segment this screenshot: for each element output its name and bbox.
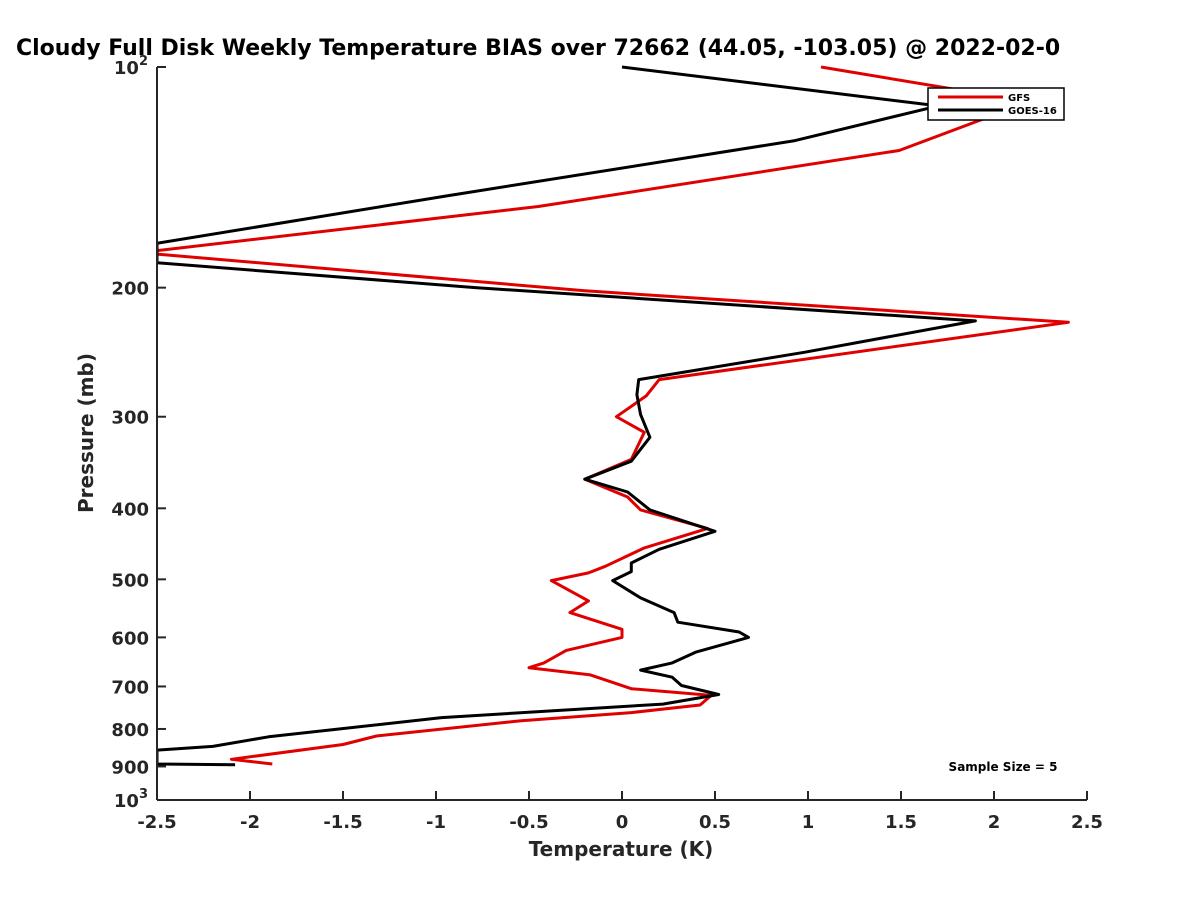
legend: GFS GOES-16	[927, 87, 1065, 121]
x-tick-label: -1.5	[323, 812, 362, 833]
y-tick-label: 600	[111, 628, 149, 649]
x-tick-label: 1.5	[885, 812, 917, 833]
y-tick-label: 102	[114, 54, 148, 79]
y-axis-label: Pressure (mb)	[74, 353, 98, 513]
legend-label-goes-16: GOES-16	[1008, 106, 1057, 117]
y-tick-label: 200	[111, 279, 149, 300]
x-tick-label: 2	[988, 812, 1001, 833]
x-tick-label: 2.5	[1071, 812, 1103, 833]
x-tick-label: -0.5	[509, 812, 548, 833]
legend-label-gfs: GFS	[1008, 93, 1030, 104]
x-tick-label: 0	[616, 812, 629, 833]
y-tick-label: 900	[111, 757, 149, 778]
chart-title: Cloudy Full Disk Weekly Temperature BIAS…	[16, 36, 1060, 61]
x-tick-label: 0.5	[699, 812, 731, 833]
y-tick-label: 103	[114, 787, 148, 812]
y-tick-label: 300	[111, 408, 149, 429]
x-tick-label: 1	[802, 812, 815, 833]
y-tick-label: 700	[111, 677, 149, 698]
x-tick-label: -2.5	[137, 812, 176, 833]
series-line-gfs	[157, 65, 1070, 766]
y-tick-label: 400	[111, 499, 149, 520]
series-line-goes-16	[157, 65, 977, 767]
x-axis-label: Temperature (K)	[529, 837, 714, 861]
y-tick-label: 800	[111, 720, 149, 741]
sample-size-annotation: Sample Size = 5	[949, 760, 1058, 774]
x-tick-label: -2	[240, 812, 260, 833]
legend-box	[927, 87, 1065, 121]
x-tick-label: -1	[426, 812, 446, 833]
y-tick-label: 500	[111, 570, 149, 591]
